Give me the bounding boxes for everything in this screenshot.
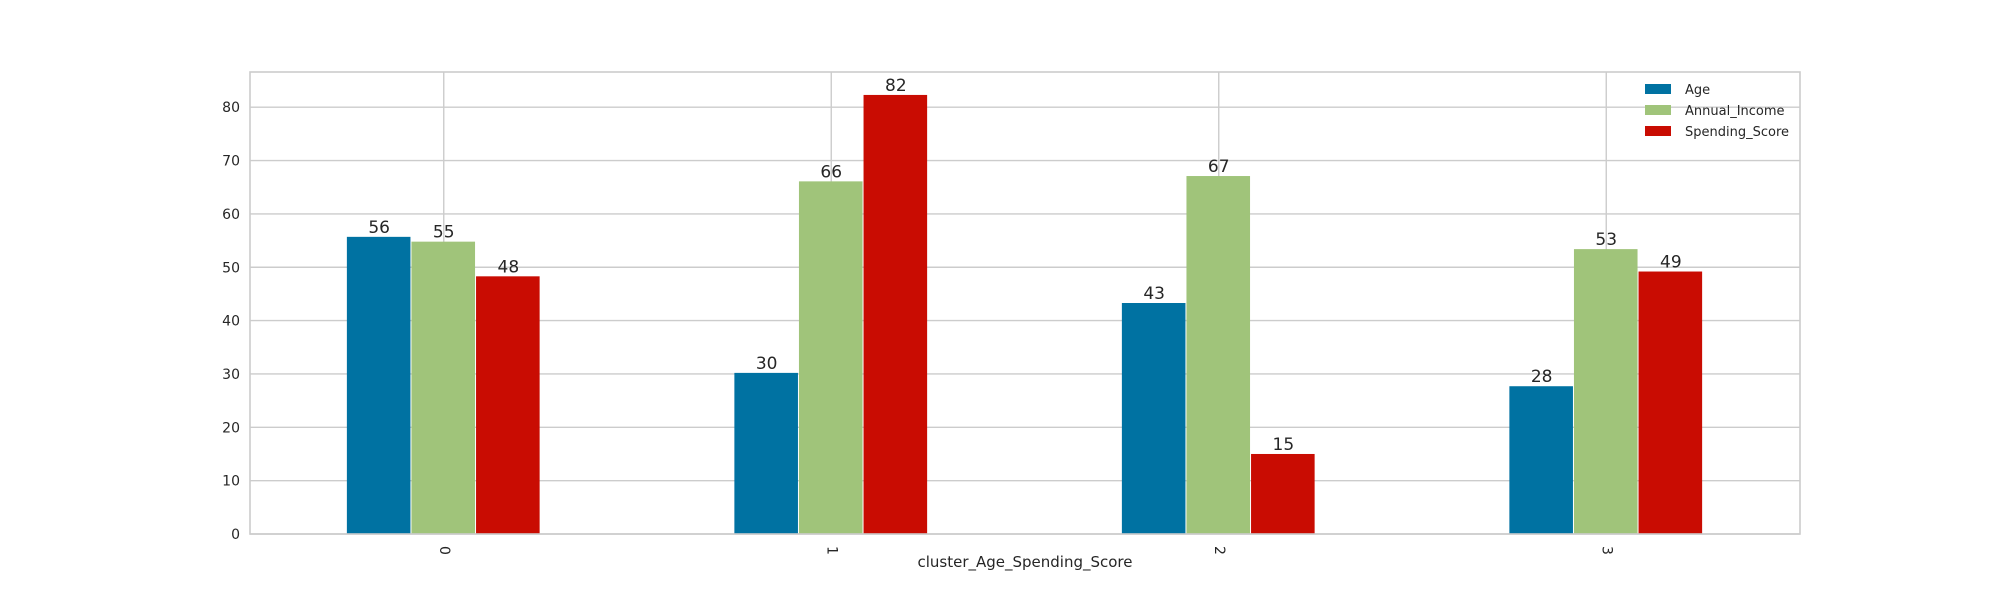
bar-spending-score [863,94,928,535]
bar-annual-income [1186,176,1251,534]
data-labels: 56 30 43 28 55 66 67 53 48 82 15 49 [368,76,1681,455]
y-axis-ticks: 0 10 20 30 40 50 60 70 80 [222,100,240,543]
y-tick-label: 70 [222,154,240,170]
legend-swatch [1645,105,1671,115]
bars [346,94,1703,535]
y-tick-label: 40 [222,314,240,330]
x-tick-label: 3 [1598,546,1614,555]
y-tick-label: 20 [222,420,240,436]
bar-age [1121,303,1186,534]
legend-swatch [1645,84,1671,94]
data-label: 66 [820,162,842,182]
bar-age [1509,386,1573,534]
data-label: 15 [1273,435,1295,455]
x-tick-label: 0 [436,546,452,555]
legend-label: Age [1685,83,1710,98]
y-tick-label: 30 [222,367,240,383]
y-tick-label: 10 [222,474,240,490]
bar-spending-score [1251,453,1315,534]
bar-annual-income [1573,249,1638,534]
data-label: 48 [498,257,520,277]
data-label: 49 [1660,253,1682,273]
y-tick-label: 50 [222,260,240,276]
data-label: 43 [1143,284,1165,304]
y-tick-label: 60 [222,207,240,223]
x-axis-ticks: 0 1 2 3 [436,546,1615,555]
bar-spending-score [1638,271,1703,534]
y-tick-label: 0 [231,527,240,543]
y-tick-label: 80 [222,100,240,116]
bar-age [734,372,798,534]
data-label: 53 [1595,230,1617,250]
bar-age [346,236,411,534]
data-label: 56 [368,218,390,238]
data-label: 55 [433,223,455,243]
data-label: 82 [885,76,907,96]
bar-spending-score [476,276,540,534]
data-label: 28 [1531,367,1553,387]
data-label: 30 [756,354,778,374]
x-tick-label: 1 [823,546,839,555]
x-tick-label: 2 [1211,546,1227,555]
plot-frame [249,71,1801,535]
legend: Age Annual_Income Spending_Score [1645,83,1789,140]
legend-label: Annual_Income [1685,104,1785,119]
bar-annual-income [798,181,863,534]
legend-swatch [1645,126,1671,136]
x-axis-title: cluster_Age_Spending_Score [917,553,1132,572]
bar-annual-income [411,241,476,534]
data-label: 67 [1208,157,1230,177]
legend-label: Spending_Score [1685,125,1789,140]
